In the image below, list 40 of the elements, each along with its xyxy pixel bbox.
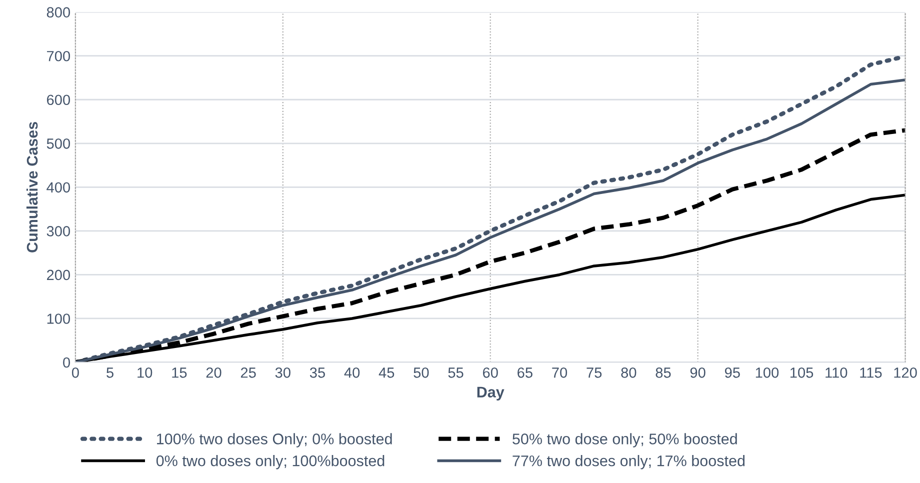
x-tick-label: 5 — [106, 368, 114, 378]
x-tick-label: 25 — [240, 367, 256, 378]
y-tick-label: 700 — [46, 50, 70, 62]
x-tick-label: 65 — [518, 367, 532, 378]
x-tick-label: 110 — [826, 367, 848, 378]
x-tick-label: 45 — [378, 368, 394, 378]
y-tick-label: 100 — [47, 314, 70, 324]
legend-label: 50% two dose only; 50% boosted — [512, 433, 737, 448]
x-tick-label: 90 — [690, 367, 706, 378]
x-tick-label: 70 — [552, 367, 568, 378]
x-tick-label: 15 — [172, 368, 187, 378]
x-axis-title: Day — [477, 386, 504, 401]
x-tick-label: 40 — [344, 367, 360, 378]
x-tick-label: 60 — [482, 367, 498, 378]
y-tick-label: 600 — [46, 94, 70, 106]
y-axis-title: Cumulative Cases — [26, 122, 38, 252]
x-tick-label: 120 — [894, 367, 917, 378]
x-tick-label: 35 — [310, 367, 325, 378]
x-tick-label: 20 — [206, 367, 222, 378]
y-tick-label: 800 — [46, 7, 70, 18]
x-tick-label: 55 — [448, 368, 464, 378]
x-tick-label: 10 — [138, 367, 152, 378]
y-tick-label: 0 — [63, 357, 70, 368]
y-tick-label: 500 — [46, 138, 70, 149]
x-tick-label: 100 — [756, 367, 779, 378]
legend-label: 100% two doses Only; 0% boosted — [157, 433, 392, 448]
x-tick-label: 0 — [72, 367, 79, 378]
legend-label: 0% two doses only; 100%boosted — [156, 455, 384, 470]
x-tick-label: 75 — [586, 368, 602, 378]
y-tick-label: 300 — [46, 226, 70, 236]
x-tick-label: 30 — [275, 367, 290, 378]
x-tick-label: 105 — [790, 367, 814, 378]
x-tick-label: 85 — [656, 367, 671, 378]
x-tick-label: 115 — [860, 368, 882, 378]
x-tick-label: 95 — [724, 367, 740, 378]
y-tick-label: 400 — [46, 182, 70, 193]
x-tick-label: 80 — [621, 367, 636, 378]
legend-label: 77% two doses only; 17% boosted — [512, 455, 745, 470]
y-tick-label: 200 — [46, 270, 70, 280]
x-tick-label: 50 — [414, 367, 429, 378]
